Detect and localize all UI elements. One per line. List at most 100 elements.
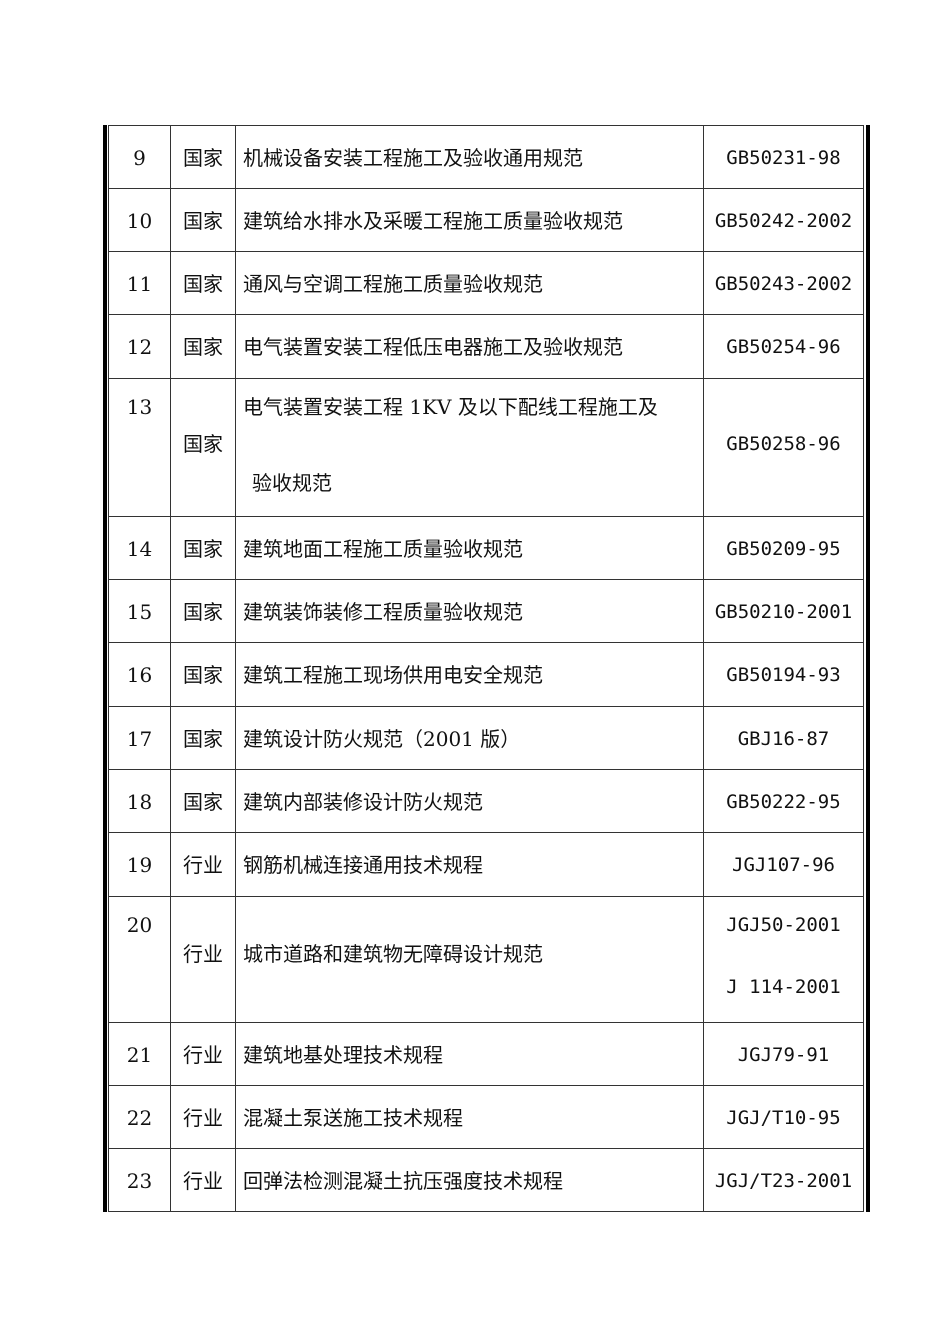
row-number: 9 [133, 146, 146, 170]
table-row: 20 行业 城市道路和建筑物无障碍设计规范 JGJ50-2001 J 114-2001 [108, 896, 864, 1022]
level-text: 行业 [183, 1106, 223, 1130]
number-cell: 23 [108, 1149, 170, 1211]
name-cell: 建筑设计防火规范（2001 版） [235, 707, 703, 769]
code-cell: GB50258-96 [703, 379, 864, 516]
level-text: 国家 [183, 146, 223, 170]
name-cell: 建筑装饰装修工程质量验收规范 [235, 580, 703, 642]
standard-name: 建筑工程施工现场供用电安全规范 [243, 663, 543, 687]
standards-table: 9 国家 机械设备安装工程施工及验收通用规范 GB50231-98 10 国家 建筑给水排水… [103, 125, 870, 1212]
standard-name: 混凝土泵送施工技术规程 [243, 1106, 463, 1130]
standard-name: 建筑地基处理技术规程 [243, 1043, 443, 1067]
level-text: 国家 [183, 537, 223, 561]
level-cell: 行业 [170, 897, 235, 1022]
level-cell: 行业 [170, 1086, 235, 1148]
code-cell: GB50209-95 [703, 517, 864, 579]
level-cell: 国家 [170, 252, 235, 314]
name-cell: 通风与空调工程施工质量验收规范 [235, 252, 703, 314]
row-number: 12 [126, 335, 153, 359]
table-row: 22 行业 混凝土泵送施工技术规程 JGJ/T10-95 [108, 1085, 864, 1148]
name-cell: 钢筋机械连接通用技术规程 [235, 833, 703, 896]
code-cell: JGJ79-91 [703, 1023, 864, 1085]
number-cell: 21 [108, 1023, 170, 1085]
standard-code: J 114-2001 [726, 976, 841, 998]
standard-name: 验收规范 [252, 471, 332, 495]
name-cell: 回弹法检测混凝土抗压强度技术规程 [235, 1149, 703, 1211]
level-text: 国家 [183, 335, 223, 359]
standard-name: 机械设备安装工程施工及验收通用规范 [243, 146, 583, 170]
level-cell: 国家 [170, 517, 235, 579]
name-cell: 城市道路和建筑物无障碍设计规范 [235, 897, 703, 1022]
number-cell: 20 [108, 897, 170, 1022]
level-text: 国家 [183, 790, 223, 814]
standard-name: 回弹法检测混凝土抗压强度技术规程 [243, 1169, 563, 1193]
table-row: 11 国家 通风与空调工程施工质量验收规范 GB50243-2002 [108, 251, 864, 314]
number-cell: 19 [108, 833, 170, 896]
name-cell: 机械设备安装工程施工及验收通用规范 [235, 126, 703, 188]
level-cell: 国家 [170, 126, 235, 188]
table-row: 16 国家 建筑工程施工现场供用电安全规范 GB50194-93 [108, 642, 864, 706]
row-number: 23 [126, 1169, 153, 1193]
standard-code: JGJ79-91 [737, 1044, 830, 1066]
row-number: 18 [126, 790, 153, 814]
level-cell: 行业 [170, 1149, 235, 1211]
standard-code: GB50222-95 [726, 791, 841, 813]
table-row: 21 行业 建筑地基处理技术规程 JGJ79-91 [108, 1022, 864, 1085]
row-number: 17 [126, 727, 153, 751]
name-cell: 建筑给水排水及采暖工程施工质量验收规范 [235, 189, 703, 251]
standard-code: GB50242-2002 [714, 210, 853, 232]
row-number: 21 [126, 1043, 153, 1067]
level-cell: 国家 [170, 643, 235, 706]
row-number: 13 [126, 395, 153, 419]
level-text: 行业 [183, 1043, 223, 1067]
name-cell: 建筑地面工程施工质量验收规范 [235, 517, 703, 579]
number-cell: 12 [108, 315, 170, 378]
table-row: 23 行业 回弹法检测混凝土抗压强度技术规程 JGJ/T23-2001 [108, 1148, 864, 1212]
standard-code: GB50209-95 [726, 538, 841, 560]
right-border [866, 125, 870, 1212]
number-cell: 18 [108, 770, 170, 832]
name-cell: 混凝土泵送施工技术规程 [235, 1086, 703, 1148]
row-number: 19 [126, 853, 153, 877]
level-cell: 行业 [170, 833, 235, 896]
table-row: 17 国家 建筑设计防火规范（2001 版） GBJ16-87 [108, 706, 864, 769]
standard-name: 建筑给水排水及采暖工程施工质量验收规范 [243, 209, 623, 233]
level-cell: 国家 [170, 707, 235, 769]
row-number: 16 [126, 663, 153, 687]
code-cell: GB50254-96 [703, 315, 864, 378]
table-row: 18 国家 建筑内部装修设计防火规范 GB50222-95 [108, 769, 864, 832]
level-text: 行业 [183, 853, 223, 877]
standard-code: JGJ/T10-95 [726, 1107, 841, 1129]
level-cell: 国家 [170, 770, 235, 832]
number-cell: 22 [108, 1086, 170, 1148]
level-text: 国家 [183, 272, 223, 296]
level-text: 国家 [183, 209, 223, 233]
level-text: 国家 [183, 727, 223, 751]
standard-code: GB50254-96 [726, 336, 841, 358]
standard-name: 建筑装饰装修工程质量验收规范 [243, 600, 523, 624]
number-cell: 10 [108, 189, 170, 251]
number-cell: 15 [108, 580, 170, 642]
level-cell: 行业 [170, 1023, 235, 1085]
standard-name: 城市道路和建筑物无障碍设计规范 [243, 942, 543, 966]
number-cell: 11 [108, 252, 170, 314]
standard-code: GB50243-2002 [714, 273, 853, 295]
code-cell: JGJ/T10-95 [703, 1086, 864, 1148]
name-cell: 建筑地基处理技术规程 [235, 1023, 703, 1085]
code-cell: JGJ107-96 [703, 833, 864, 896]
number-cell: 13 [108, 379, 170, 516]
level-cell: 国家 [170, 315, 235, 378]
standard-code: GB50231-98 [726, 147, 841, 169]
standard-name: 建筑设计防火规范（2001 版） [243, 727, 521, 751]
level-cell: 国家 [170, 580, 235, 642]
level-text: 行业 [183, 1169, 223, 1193]
table-row: 10 国家 建筑给水排水及采暖工程施工质量验收规范 GB50242-2002 [108, 188, 864, 251]
standard-name: 电气装置安装工程 1KV 及以下配线工程施工及 [243, 395, 658, 419]
row-number: 10 [126, 209, 153, 233]
standard-name: 钢筋机械连接通用技术规程 [243, 853, 483, 877]
row-number: 11 [126, 272, 153, 296]
row-number: 22 [126, 1106, 153, 1130]
table-row: 19 行业 钢筋机械连接通用技术规程 JGJ107-96 [108, 832, 864, 896]
left-border [103, 125, 107, 1212]
table-row: 14 国家 建筑地面工程施工质量验收规范 GB50209-95 [108, 516, 864, 579]
standard-code: JGJ50-2001 [726, 914, 841, 936]
